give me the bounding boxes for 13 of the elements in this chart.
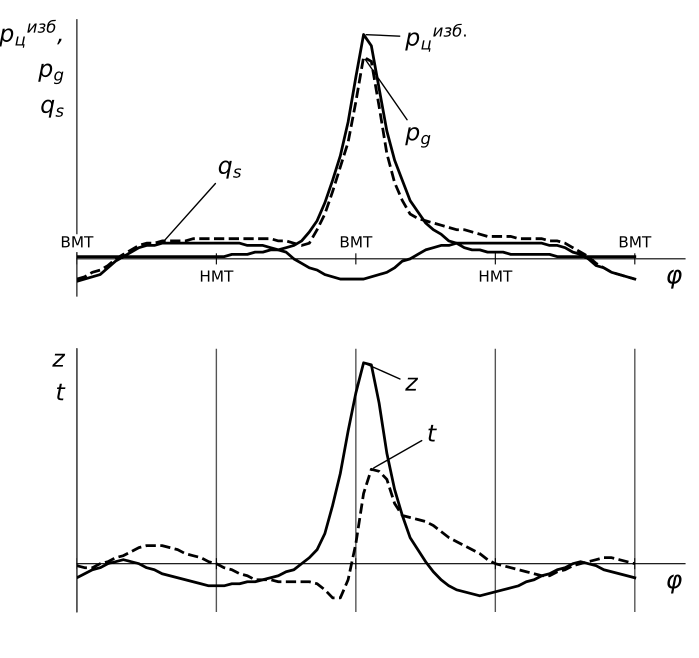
x-axis-title: φ	[667, 574, 682, 594]
x-tick-label: ВМТ	[62, 236, 94, 248]
y-axis-title: z t	[52, 354, 66, 400]
x-tick-label: НМТ	[200, 270, 234, 282]
x-tick-label: ВМТ	[620, 236, 652, 248]
legend-label: p$_{ц}$$^{изб.}$	[405, 24, 466, 52]
text: q$_{s}$	[218, 160, 242, 179]
x-tick-label: ВМТ	[340, 236, 372, 248]
x-axis-title: φ	[667, 270, 682, 289]
x-tick-label: НМТ	[480, 270, 512, 282]
text: t	[428, 424, 437, 442]
legend-label: z	[405, 378, 418, 391]
series-label: p$_{g}$	[405, 127, 430, 148]
